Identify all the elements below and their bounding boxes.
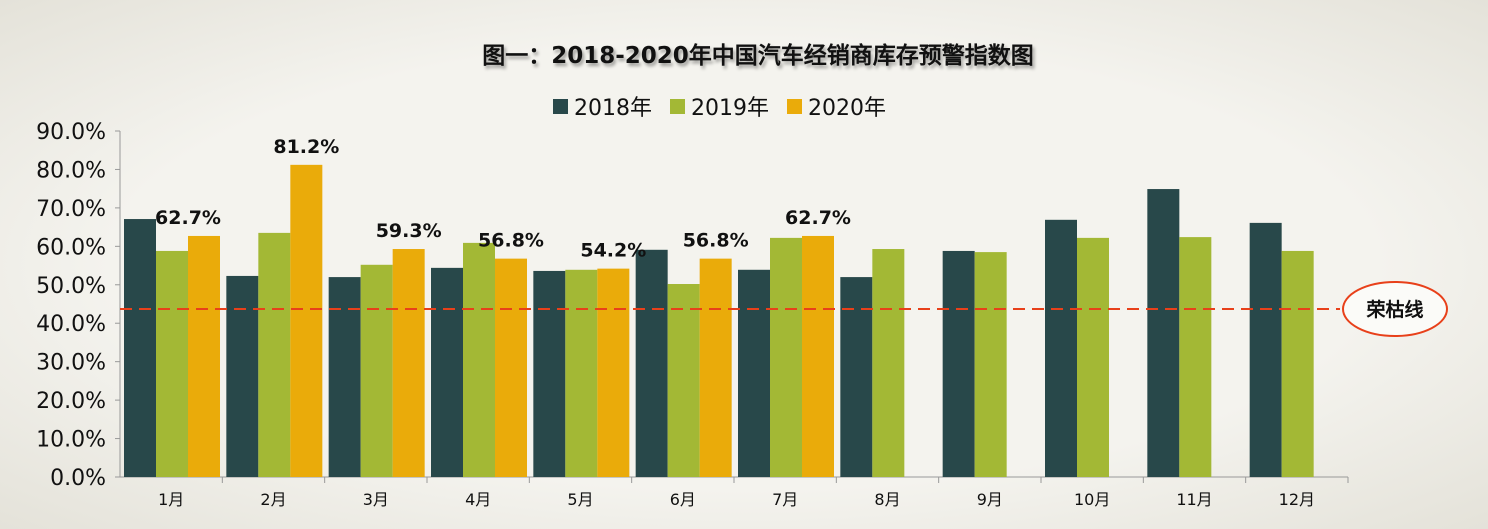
data-label: 59.3%	[376, 220, 442, 242]
x-tick-label: 1月	[158, 490, 184, 509]
bar-2019年-12月	[1281, 250, 1314, 477]
bar-2019年-7月	[770, 237, 802, 477]
bar-2019年-1月	[156, 250, 188, 477]
y-tick-label: 0.0%	[50, 466, 106, 491]
bar-2018年-7月	[738, 269, 770, 477]
y-tick-label: 80.0%	[36, 158, 106, 183]
y-tick-label: 90.0%	[36, 120, 106, 145]
bar-2018年-5月	[533, 270, 566, 477]
legend-swatch	[787, 98, 802, 114]
bar-2019年-10月	[1077, 237, 1109, 477]
legend: 2018年 2019年 2020年	[553, 90, 886, 122]
x-tick-label: 8月	[874, 490, 900, 509]
bar-2020年-2月	[290, 164, 323, 477]
bar-2019年-3月	[360, 264, 393, 477]
data-label: 62.7%	[785, 207, 851, 229]
data-label: 56.8%	[478, 230, 544, 252]
data-label: 62.7%	[155, 207, 221, 229]
bar-2019年-8月	[872, 249, 905, 477]
legend-item-2019: 2019年	[670, 90, 769, 122]
x-tick-label: 4月	[465, 490, 491, 509]
bar-2018年-3月	[328, 277, 361, 477]
bar-2019年-9月	[974, 252, 1007, 477]
y-tick-label: 10.0%	[36, 428, 106, 453]
bar-2018年-2月	[226, 275, 259, 477]
bar-2020年-4月	[495, 258, 527, 477]
bar-2020年-7月	[802, 235, 834, 477]
x-tick-label: 9月	[977, 490, 1003, 509]
bar-2020年-5月	[597, 268, 630, 477]
bar-2018年-8月	[840, 277, 873, 477]
x-tick-label: 12月	[1279, 490, 1315, 509]
bar-2018年-12月	[1249, 222, 1282, 477]
bar-2018年-11月	[1147, 189, 1180, 477]
legend-item-2020: 2020年	[787, 90, 886, 122]
bar-2018年-6月	[635, 249, 668, 477]
legend-item-2018: 2018年	[553, 90, 652, 122]
y-tick-label: 20.0%	[36, 389, 106, 414]
legend-swatch	[553, 98, 568, 114]
bar-2018年-1月	[124, 219, 156, 477]
bar-2018年-10月	[1045, 219, 1077, 477]
bar-2018年-9月	[942, 250, 975, 477]
bar-2019年-4月	[463, 242, 495, 477]
bar-2019年-11月	[1179, 237, 1212, 477]
bar-2020年-3月	[392, 249, 425, 477]
y-tick-label: 60.0%	[36, 235, 106, 260]
y-tick-label: 50.0%	[36, 274, 106, 299]
legend-swatch	[670, 98, 685, 114]
bar-2020年-6月	[699, 258, 732, 477]
x-tick-label: 7月	[772, 490, 798, 509]
data-label: 54.2%	[580, 240, 646, 262]
reference-line-badge	[1342, 281, 1448, 337]
legend-label: 2018年	[574, 96, 652, 121]
y-tick-label: 30.0%	[36, 351, 106, 376]
legend-label: 2020年	[808, 96, 886, 121]
data-label: 56.8%	[683, 230, 749, 252]
bar-2020年-1月	[188, 235, 220, 477]
bar-2018年-4月	[431, 267, 463, 477]
x-tick-label: 5月	[567, 490, 593, 509]
data-label: 81.2%	[273, 136, 339, 158]
bar-2019年-2月	[258, 232, 291, 477]
x-tick-label: 6月	[670, 490, 696, 509]
y-tick-label: 40.0%	[36, 312, 106, 337]
y-tick-label: 70.0%	[36, 197, 106, 222]
x-tick-label: 2月	[260, 490, 286, 509]
legend-label: 2019年	[691, 96, 769, 121]
chart-title: 图一：2018-2020年中国汽车经销商库存预警指数图	[482, 43, 1034, 69]
x-tick-label: 11月	[1176, 490, 1212, 509]
bar-2019年-5月	[565, 269, 598, 477]
x-tick-label: 3月	[363, 490, 389, 509]
reference-line-label: 荣枯线	[1365, 298, 1423, 321]
x-tick-label: 10月	[1074, 490, 1110, 509]
bar-2019年-6月	[667, 284, 700, 477]
